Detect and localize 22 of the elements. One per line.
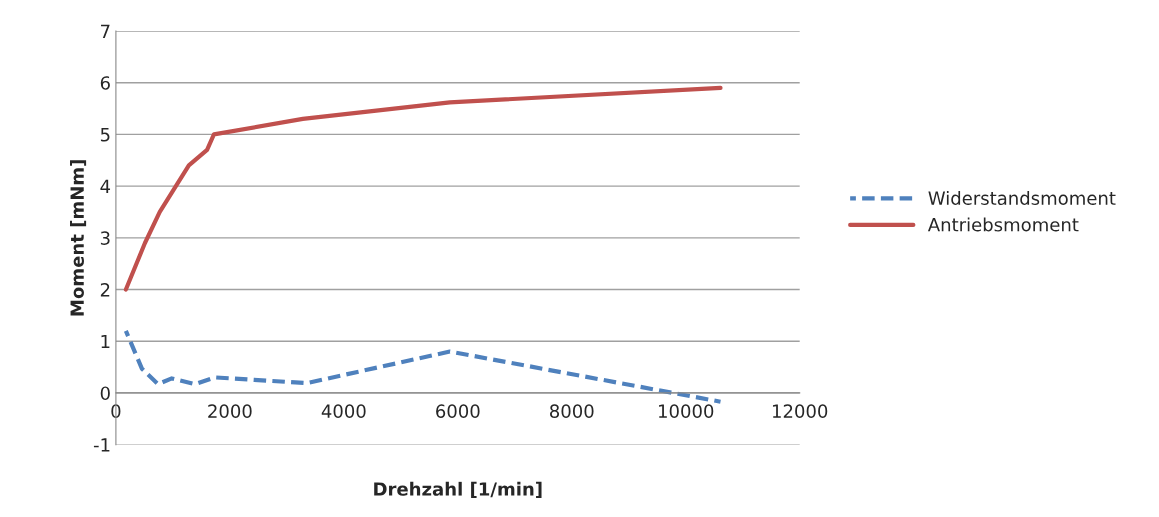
- y-tick-label: 5: [100, 128, 110, 142]
- line-series: [123, 85, 723, 292]
- x-tick-label: 4000: [321, 404, 366, 419]
- x-tick-label: 2000: [208, 404, 252, 419]
- x-axis-title: Drehzahl [1/min]: [374, 481, 542, 498]
- y-tick-label: 2: [100, 282, 110, 297]
- y-tick-label: 3: [100, 231, 110, 245]
- y-tick-label: 7: [101, 24, 110, 38]
- y-tick-label: 4: [100, 179, 111, 193]
- x-tick-label: 12000: [772, 404, 828, 419]
- y-tick-label: 1: [101, 334, 110, 349]
- y-tick-label: 6: [100, 76, 110, 90]
- line-series: [123, 328, 723, 404]
- legend-label: Widerstandsmoment: [928, 191, 1116, 205]
- x-tick-label: 6000: [436, 404, 480, 419]
- y-tick-label: -1: [93, 438, 110, 452]
- legend-label: Antriebsmoment: [927, 217, 1079, 232]
- x-tick-label: 0: [111, 404, 121, 419]
- y-tick-label: 0: [100, 386, 110, 401]
- x-tick-label: 8000: [550, 404, 594, 419]
- y-axis-title: Moment [mNm]: [70, 160, 87, 316]
- x-tick-label: 10000: [659, 404, 714, 419]
